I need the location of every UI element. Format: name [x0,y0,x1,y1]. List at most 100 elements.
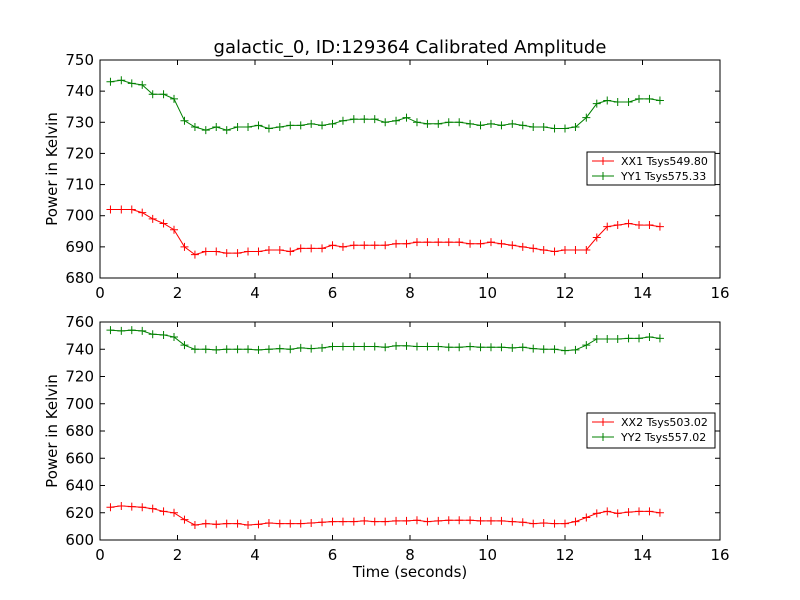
top-series-0-point [106,205,115,214]
top-series-0-point [264,245,273,254]
bottom-series-0-point [286,519,295,528]
top-series-0-point [645,221,654,230]
top-series-1-point [201,126,210,135]
top-series-1-point [392,116,401,125]
top-x-tick-label: 14 [633,284,652,302]
bottom-series-0-point [264,518,273,527]
top-y-tick-label: 750 [65,51,94,69]
top-series-0-point [127,205,136,214]
top-series-1-point [561,124,569,133]
bottom-series-1-point [402,341,411,350]
top-series-0-point [624,219,633,228]
top-series-0-point [444,238,453,247]
bottom-y-tick-label: 720 [65,368,94,386]
top-legend-marker-0 [599,157,607,165]
top-series-1-point [508,119,517,128]
top-y-tick-label: 720 [65,144,94,162]
bottom-series-1-point [286,345,295,354]
top-y-axis-label: Power in Kelvin [43,112,61,226]
bottom-x-tick-label: 16 [710,546,729,564]
top-series-0-point [466,239,475,248]
top-series-0-point [180,242,189,251]
top-series-1-point [138,80,147,89]
top-y-tick-label: 700 [65,207,94,225]
bottom-legend-marker-1 [599,433,607,441]
top-series-0-point [603,222,612,231]
top-series-1-point [635,94,644,103]
bottom-series-0-point [244,521,253,530]
bottom-series-0-point [423,517,432,526]
top-legend-label-0: XX1 Tsys549.80 [621,155,708,168]
top-series-0-point [423,238,432,247]
top-series-1-point [212,122,221,131]
bottom-series-1-point [244,345,253,354]
bottom-y-axis-label: Power in Kelvin [43,374,61,488]
top-series-1-point [127,79,136,88]
bottom-series-1-point [159,330,168,339]
bottom-series-1-point [148,330,157,339]
bottom-series-1-point [275,344,284,353]
top-series-1-point [254,121,263,130]
top-series-1-point [423,119,432,128]
top-y-tick-label: 710 [65,176,94,194]
bottom-series-1-point [360,342,369,351]
top-series-0-point [360,241,369,250]
top-series-1-point [106,77,115,86]
top-series-1-point [412,118,421,127]
bottom-series-1-point [338,342,347,351]
top-series-1-point [307,119,316,128]
bottom-x-tick-label: 8 [405,546,415,564]
top-legend-marker-1 [599,172,607,180]
top-series-0-point [286,247,295,256]
top-series-1-point [233,122,242,131]
bottom-series-1-point [201,345,210,354]
bottom-series-1-point [655,334,664,343]
bottom-series-0-point [159,507,168,516]
bottom-series-1-point [349,342,358,351]
top-series-1-point [286,121,295,130]
bottom-series-1-point [518,343,527,352]
top-series-0-point [307,244,316,253]
bottom-series-0-point [444,516,453,525]
top-series-0-point [201,247,210,256]
bottom-x-tick-label: 0 [95,546,105,564]
top-series-1-point [434,119,443,128]
top-series-1-point [645,94,654,103]
top-series-0-point [529,244,538,253]
bottom-y-tick-label: 640 [65,477,94,495]
bottom-series-1-point [561,346,569,355]
bottom-series-1-point [434,342,443,351]
top-series-1-point [550,124,559,133]
bottom-y-tick-label: 600 [65,531,94,549]
bottom-x-tick-label: 12 [555,546,574,564]
bottom-series-0-point [370,517,379,526]
top-series-0-point [592,233,601,242]
bottom-y-tick-label: 660 [65,449,94,467]
top-series-1-point [328,119,337,128]
top-series-1-point [624,98,633,107]
bottom-series-1-point [444,343,453,352]
bottom-y-tick-label: 680 [65,422,94,440]
bottom-series-1-point [592,335,601,344]
bottom-series-1-point [106,326,115,335]
bottom-series-1-point [571,345,580,354]
top-series-1-point [486,119,495,128]
top-series-0-point [508,241,517,250]
bottom-series-1-point [138,326,147,335]
bottom-series-1-point [582,341,591,350]
top-series-0-point [275,245,284,254]
bottom-series-0-point [212,520,221,529]
bottom-series-1-point [117,326,126,335]
bottom-series-0-point [381,517,390,526]
bottom-series-0-point [392,516,401,525]
bottom-series-0-point [338,517,347,526]
bottom-series-0-point [603,507,612,516]
top-series-1-point [190,122,199,131]
top-chart: 0 2 4 6 8 10 12 14 16 680 690 700 710 720 730 740 750 Pow… [43,51,730,302]
top-series-0-point [170,225,179,234]
bottom-series-1-point [296,343,305,352]
bottom-series-0-point [349,517,358,526]
top-series-1-point [349,115,358,124]
top-series-1-point [244,122,253,131]
bottom-series-1-point [635,334,644,343]
